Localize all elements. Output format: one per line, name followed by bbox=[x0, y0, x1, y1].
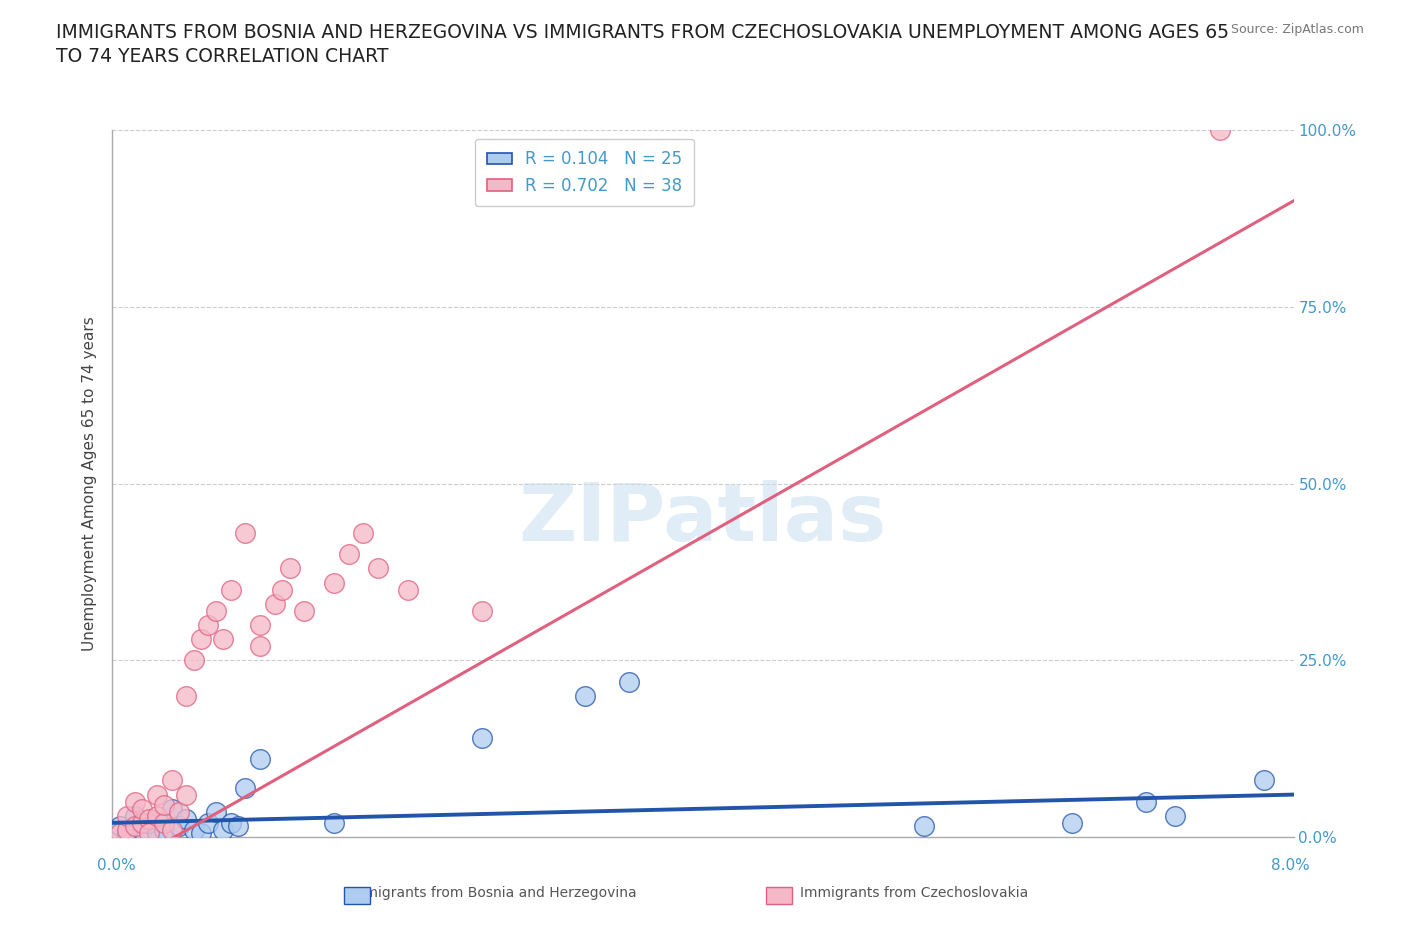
Point bbox=[619, 674, 641, 689]
Point bbox=[396, 582, 419, 597]
Point bbox=[108, 819, 131, 834]
Point bbox=[233, 525, 256, 540]
Point bbox=[1164, 808, 1187, 823]
Text: ZIPatlas: ZIPatlas bbox=[519, 480, 887, 558]
Point bbox=[470, 731, 494, 746]
Text: Immigrants from Czechoslovakia: Immigrants from Czechoslovakia bbox=[800, 886, 1028, 900]
Point bbox=[249, 751, 271, 766]
Point bbox=[574, 688, 596, 703]
Point bbox=[174, 787, 197, 802]
Point bbox=[183, 653, 205, 668]
Point bbox=[146, 826, 169, 841]
Text: TO 74 YEARS CORRELATION CHART: TO 74 YEARS CORRELATION CHART bbox=[56, 46, 388, 65]
Point bbox=[153, 798, 176, 813]
Point bbox=[226, 819, 249, 834]
Point bbox=[167, 804, 190, 819]
Point bbox=[131, 802, 153, 817]
Point bbox=[131, 816, 153, 830]
Point bbox=[1135, 794, 1157, 809]
Point bbox=[470, 604, 494, 618]
Y-axis label: Unemployment Among Ages 65 to 74 years: Unemployment Among Ages 65 to 74 years bbox=[82, 316, 97, 651]
Point bbox=[174, 688, 197, 703]
Point bbox=[174, 812, 197, 827]
Point bbox=[138, 826, 160, 841]
Point bbox=[131, 822, 153, 837]
Point bbox=[212, 822, 235, 837]
Point bbox=[212, 631, 235, 646]
Point bbox=[146, 787, 169, 802]
Point bbox=[271, 582, 294, 597]
Point bbox=[323, 816, 346, 830]
Point bbox=[183, 822, 205, 837]
Point bbox=[117, 822, 138, 837]
Point bbox=[190, 826, 212, 841]
Point bbox=[914, 819, 936, 834]
Point bbox=[205, 804, 228, 819]
Text: 8.0%: 8.0% bbox=[1271, 857, 1310, 872]
Point bbox=[138, 816, 160, 830]
Point bbox=[146, 808, 169, 823]
Point bbox=[124, 819, 146, 834]
Point bbox=[160, 822, 183, 837]
Point bbox=[160, 773, 183, 788]
Point bbox=[167, 819, 190, 834]
Point bbox=[323, 575, 346, 590]
Point bbox=[117, 826, 138, 841]
Text: IMMIGRANTS FROM BOSNIA AND HERZEGOVINA VS IMMIGRANTS FROM CZECHOSLOVAKIA UNEMPLO: IMMIGRANTS FROM BOSNIA AND HERZEGOVINA V… bbox=[56, 23, 1229, 42]
Text: Source: ZipAtlas.com: Source: ZipAtlas.com bbox=[1230, 23, 1364, 36]
Point bbox=[352, 525, 374, 540]
Point bbox=[205, 604, 228, 618]
Text: Immigrants from Bosnia and Herzegovina: Immigrants from Bosnia and Herzegovina bbox=[347, 886, 637, 900]
Point bbox=[124, 794, 146, 809]
Point bbox=[197, 618, 219, 632]
Point bbox=[124, 808, 146, 823]
Point bbox=[233, 780, 256, 795]
Point bbox=[219, 582, 242, 597]
Point bbox=[219, 816, 242, 830]
Point bbox=[1062, 816, 1084, 830]
Point bbox=[117, 808, 138, 823]
Point bbox=[1208, 123, 1232, 138]
Point bbox=[292, 604, 315, 618]
Legend: R = 0.104   N = 25, R = 0.702   N = 38: R = 0.104 N = 25, R = 0.702 N = 38 bbox=[475, 139, 695, 206]
Point bbox=[367, 561, 389, 576]
Point bbox=[264, 596, 287, 611]
Point bbox=[108, 826, 131, 841]
Point bbox=[1253, 773, 1275, 788]
Point bbox=[153, 822, 176, 837]
Point bbox=[337, 547, 360, 562]
Point bbox=[249, 618, 271, 632]
Point bbox=[160, 802, 183, 817]
Point bbox=[197, 816, 219, 830]
Text: 0.0%: 0.0% bbox=[97, 857, 136, 872]
Point bbox=[138, 812, 160, 827]
Point bbox=[190, 631, 212, 646]
Point bbox=[153, 816, 176, 830]
Point bbox=[278, 561, 301, 576]
Point bbox=[249, 639, 271, 654]
